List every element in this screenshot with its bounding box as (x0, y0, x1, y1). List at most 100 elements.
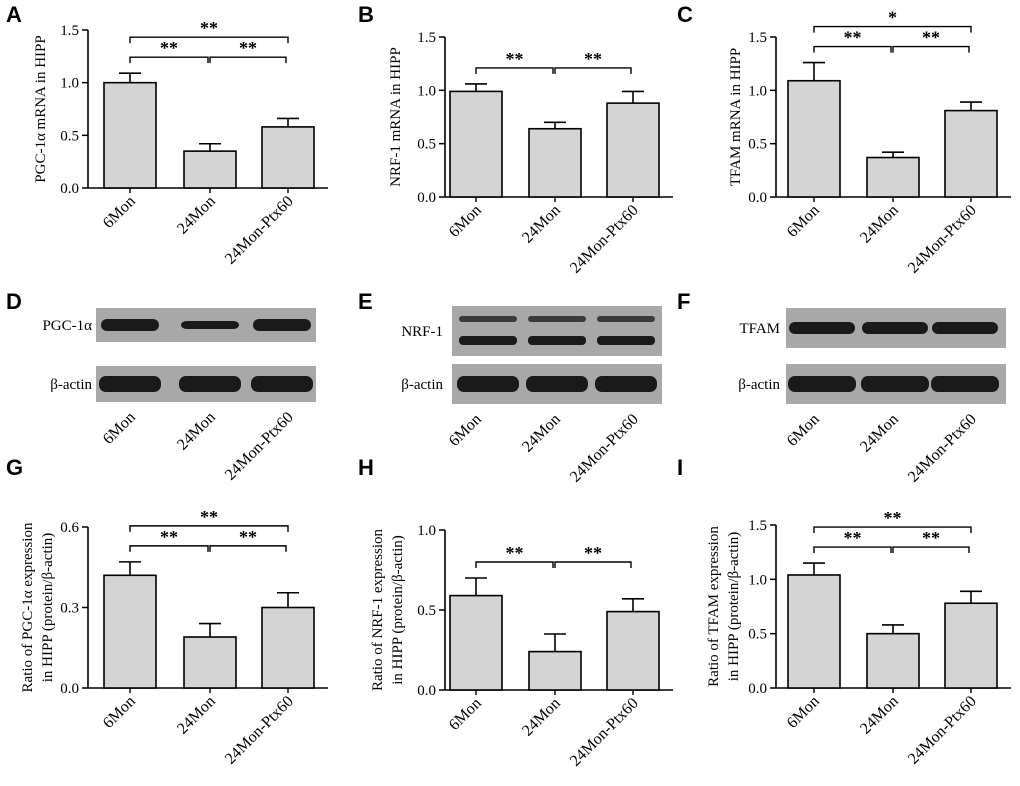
panel-letter: D (6, 289, 22, 314)
y-tick-label: 0.0 (748, 681, 767, 697)
category-label: 6Mon (100, 693, 139, 732)
blot-band (932, 322, 998, 334)
significance-label: ** (844, 28, 862, 48)
category-label: 6Mon (446, 411, 485, 450)
y-axis-label: in HIPP (protein/β-actin) (390, 535, 406, 685)
significance-label: ** (844, 528, 862, 548)
significance-bracket (209, 56, 287, 64)
blot-band (99, 376, 161, 392)
blot-band (595, 376, 657, 392)
blot-band (789, 322, 855, 334)
western-blot-f: F TFAM β-actin 6Mon 24Mon 24Mon-Ptx60 (677, 289, 1006, 486)
category-label: 6Mon (446, 202, 485, 241)
category-label: 24Mon-Ptx60 (222, 409, 297, 484)
bar-24mon (528, 650, 582, 691)
bar-chart-i: I 0.0 0.5 1.0 1.5 Ratio of TFAM expression in … (677, 455, 1011, 768)
y-tick-label: 0.0 (417, 190, 436, 206)
significance-label: ** (584, 543, 602, 563)
y-tick-label: 0.0 (748, 190, 767, 206)
western-blot-e: E NRF-1 β-actin 6Mon 24Mon 24Mon-Ptx60 (358, 289, 662, 486)
significance-bracket (813, 546, 892, 554)
blot-target-label: TFAM (739, 321, 780, 337)
significance-bracket (554, 561, 632, 568)
blot-band (457, 376, 519, 392)
significance-bracket (475, 561, 554, 568)
category-label: 24Mon (174, 193, 219, 238)
bar-6mon (449, 90, 503, 198)
category-label: 24Mon-Ptx60 (905, 202, 980, 277)
y-axis-label: in HIPP (protein/β-actin) (40, 533, 56, 683)
blot-band (862, 322, 928, 334)
y-axis-label: TFAM mRNA in HIPP (728, 48, 744, 187)
panel-letter: B (358, 2, 374, 27)
category-label: 24Mon-Ptx60 (567, 202, 642, 277)
y-tick-label: 1.0 (60, 76, 79, 92)
y-axis-label: Ratio of NRF-1 expression (370, 528, 386, 691)
significance-label: ** (884, 508, 902, 528)
category-label: 24Mon-Ptx60 (905, 693, 980, 768)
panel-letter: F (677, 289, 690, 314)
y-tick-label: 1.5 (748, 518, 767, 534)
significance-label: * (888, 8, 897, 28)
significance-label: ** (200, 18, 218, 38)
significance-label: ** (584, 49, 602, 69)
blot-band (788, 376, 856, 392)
y-tick-label: 0.5 (748, 627, 767, 643)
bar-chart-h: H 0.0 0.5 1.0 Ratio of NRF-1 expression in HI… (358, 455, 673, 770)
y-axis-label: PGC-1α mRNA in HIPP (33, 35, 49, 182)
significance-label: ** (239, 38, 257, 58)
y-tick-label: 1.5 (60, 23, 79, 39)
blot-band (459, 316, 517, 322)
bar-chart-g: G 0.0 0.3 0.6 Ratio of PGC-1α expression in H… (6, 455, 328, 768)
blot-band (528, 336, 586, 345)
category-label: 24Mon (857, 411, 902, 456)
category-label: 24Mon-Ptx60 (222, 693, 297, 768)
blot-band (597, 336, 655, 345)
y-tick-label: 1.5 (748, 30, 767, 46)
y-tick-label: 0.5 (417, 137, 436, 153)
panel-letter: C (677, 2, 693, 27)
bar-6mon (787, 574, 841, 689)
y-tick-label: 1.0 (748, 83, 767, 99)
bar-6mon (103, 574, 157, 689)
blot-band (931, 376, 999, 392)
significance-bracket (813, 45, 892, 53)
y-tick-label: 0.0 (60, 181, 79, 197)
blot-band (253, 319, 311, 331)
blot-target-label: NRF-1 (401, 324, 443, 340)
panel-letter: H (358, 455, 374, 480)
significance-label: ** (506, 49, 524, 69)
category-label: 6Mon (446, 695, 485, 734)
blot-control-label: β-actin (738, 377, 780, 393)
bar-6mon (103, 81, 157, 189)
significance-bracket (129, 56, 209, 64)
panel-letter: G (6, 455, 23, 480)
significance-label: ** (239, 527, 257, 547)
y-tick-label: 1.0 (748, 572, 767, 588)
y-tick-label: 0.0 (60, 681, 79, 697)
significance-bracket (892, 546, 970, 554)
blot-band (181, 321, 239, 329)
blot-band (459, 336, 517, 345)
category-label: 24Mon (519, 202, 564, 247)
blot-band (179, 376, 241, 392)
significance-bracket (129, 545, 209, 552)
category-label: 24Mon-Ptx60 (905, 411, 980, 486)
bar-panels: A 0.0 0.5 1.0 1.5 PGC-1α mRNA in HIPP 6Mon 24Mo… (6, 2, 1011, 770)
significance-bracket (813, 25, 972, 33)
y-tick-label: 0.0 (417, 683, 436, 699)
y-tick-label: 1.5 (417, 30, 436, 46)
bar-chart-a: A 0.0 0.5 1.0 1.5 PGC-1α mRNA in HIPP 6Mon 24Mo… (6, 2, 328, 268)
category-label: 6Mon (100, 409, 139, 448)
category-label: 24Mon (519, 411, 564, 456)
bar-24mon-ptx60 (261, 606, 315, 689)
bar-24mon-ptx60 (606, 610, 660, 691)
bar-chart-b: B 0.0 0.5 1.0 1.5 NRF-1 mRNA in HIPP 6Mon 24Mon… (358, 2, 673, 277)
category-label: 24Mon-Ptx60 (567, 411, 642, 486)
significance-bracket (129, 525, 289, 532)
significance-label: ** (506, 543, 524, 563)
blot-band (597, 316, 655, 322)
significance-label: ** (160, 38, 178, 58)
